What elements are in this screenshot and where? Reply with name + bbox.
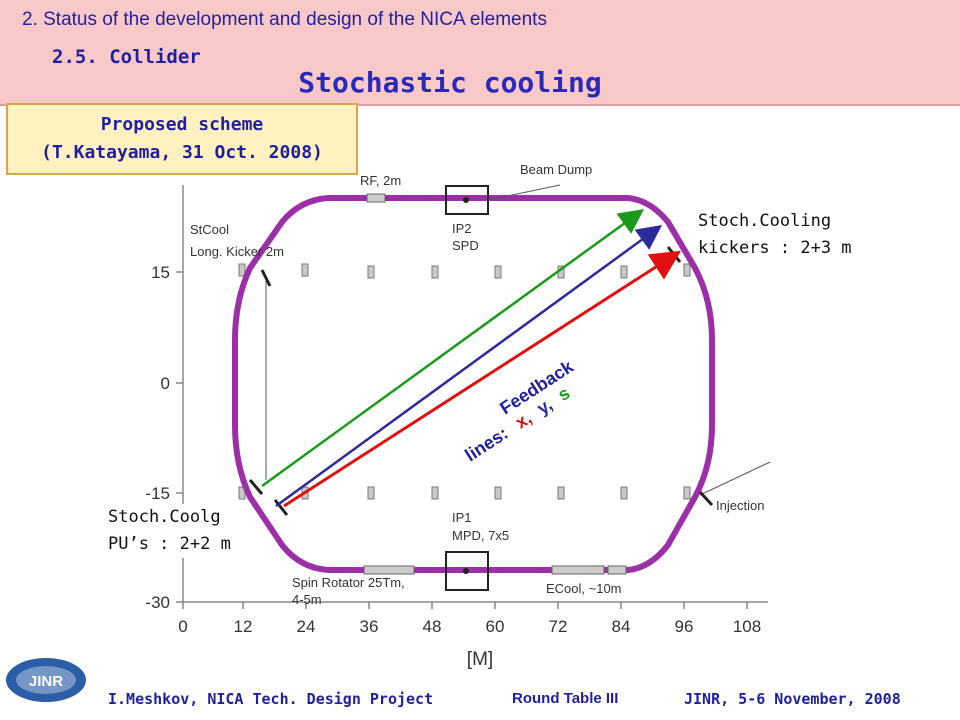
feedback-line-y [275, 225, 663, 508]
scheme-title: Proposed scheme [100, 114, 264, 135]
x-tick: 84 [612, 617, 631, 636]
ecool-label: ECool, ~10m [546, 581, 622, 596]
section-title: 2. Status of the development and design … [22, 9, 547, 30]
footer-author: I.Meshkov, NICA Tech. Design Project [108, 690, 434, 708]
feedback-s-label: s [554, 383, 573, 405]
x-tick: 96 [675, 617, 694, 636]
slide-title: Stochastic cooling [298, 66, 602, 99]
kickers-note-line2: kickers : 2+3 m [698, 238, 852, 258]
proposed-scheme-box: Proposed scheme (T.Katayama, 31 Oct. 200… [6, 103, 358, 175]
jinr-logo: JINR [6, 658, 86, 702]
ip1-detector [445, 551, 489, 591]
beam-dump-label: Beam Dump [520, 162, 592, 177]
x-tick: 0 [178, 617, 187, 636]
feedback-line-s [261, 209, 645, 488]
x-tick: 24 [297, 617, 316, 636]
spin-rotator-element [363, 565, 415, 575]
pickups-note: Stoch.Coolg PU’s : 2+2 m [108, 504, 231, 558]
y-tick: -15 [145, 484, 170, 503]
footer-date: JINR, 5-6 November, 2008 [684, 690, 901, 708]
spin-rotator-length-label: 4-5m [292, 592, 322, 607]
y-tick: 15 [151, 263, 170, 282]
stcool-label: StCool [190, 222, 229, 237]
x-tick: 108 [733, 617, 761, 636]
scheme-author: (T.Katayama, 31 Oct. 2008) [41, 142, 323, 163]
pickups-note-line2: PU’s : 2+2 m [108, 534, 231, 554]
ecool-element [551, 565, 605, 575]
subsection-title: 2.5. Collider [52, 46, 201, 68]
footer-event: Round Table III [512, 690, 619, 707]
ip2-label: IP2 [452, 221, 472, 236]
slide-header: 2. Status of the development and design … [0, 0, 960, 106]
x-tick: 48 [423, 617, 442, 636]
y-tick: -30 [145, 593, 170, 612]
rf-element [366, 193, 386, 203]
x-tick: 12 [234, 617, 253, 636]
x-tick: 60 [486, 617, 505, 636]
y-tick: 0 [161, 374, 170, 393]
collider-ring [232, 195, 715, 573]
feedback-lines-prefix: lines: [461, 423, 511, 465]
feedback-label: Feedback [496, 356, 577, 419]
x-tick: 72 [549, 617, 568, 636]
x-tick-labels: 0 12 24 36 48 60 72 84 96 108 [178, 617, 761, 636]
x-axis [182, 601, 768, 609]
logo-text: JINR [29, 673, 63, 690]
kickers-note: Stoch.Cooling kickers : 2+3 m [698, 208, 852, 262]
feedback-line-x [283, 250, 682, 508]
x-tick: 36 [360, 617, 379, 636]
spd-label: SPD [452, 238, 479, 253]
long-kicker-label: Long. Kicker 2m [190, 244, 284, 259]
kickers-note-line1: Stoch.Cooling [698, 211, 832, 231]
lattice-elements [238, 263, 691, 500]
spin-rotator-label: Spin Rotator 25Tm, [292, 575, 405, 590]
x-axis-unit: [M] [467, 649, 493, 670]
y-tick-labels: 15 0 -15 -30 [145, 263, 170, 612]
rf-label: RF, 2m [360, 173, 401, 188]
pickups-note-line1: Stoch.Coolg [108, 507, 221, 527]
injection-label: Injection [716, 498, 764, 513]
ecool-element-2 [607, 565, 627, 575]
mpd-label: MPD, 7x5 [452, 528, 509, 543]
ip1-label: IP1 [452, 510, 472, 525]
